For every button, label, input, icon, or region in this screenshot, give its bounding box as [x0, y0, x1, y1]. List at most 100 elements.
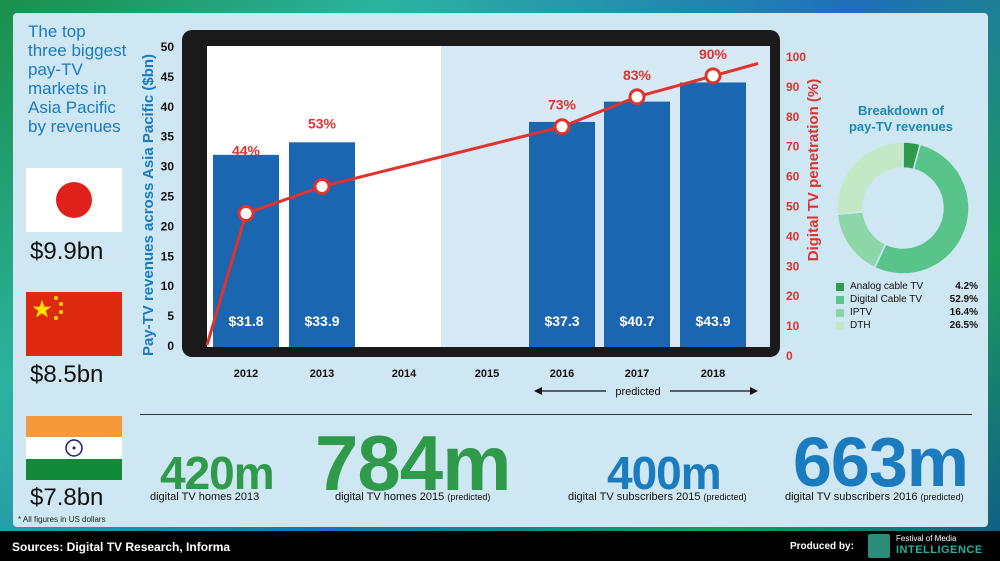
bar-label-2013: $33.9	[304, 313, 339, 329]
y-tick-35: 35	[161, 130, 175, 144]
japan-flag-icon	[26, 168, 122, 232]
donut-chart	[836, 141, 970, 275]
legend-pct: 26.5%	[949, 320, 978, 331]
china-flag-icon	[26, 292, 122, 356]
y2-tick-50: 50	[786, 200, 800, 214]
point-2013	[313, 178, 331, 196]
legend-row-digital-cable-tv: Digital Cable TV 52.9%	[836, 293, 978, 306]
y-tick-15: 15	[161, 249, 175, 263]
point-label-2016: 73%	[548, 97, 577, 113]
donut-slice-digital-cable-tv	[873, 143, 970, 275]
y2-axis-title: Digital TV penetration (%)	[805, 79, 822, 262]
footer-bar: Sources: Digital TV Research, Informa Pr…	[0, 531, 1000, 561]
predicted-arrow-left-icon	[534, 387, 542, 395]
stat-caption-784m: digital TV homes 2015 (predicted)	[335, 491, 491, 503]
legend-pct: 4.2%	[955, 281, 978, 292]
point-label-2013: 53%	[308, 116, 337, 132]
y2-tick-20: 20	[786, 289, 800, 303]
legend-swatch	[836, 295, 844, 304]
predicted-label: predicted	[615, 386, 660, 398]
donut-legend: Analog cable TV 4.2% Digital Cable TV 52.9%…	[836, 280, 978, 332]
donut-slice-dth	[836, 141, 904, 216]
point-2017	[628, 88, 646, 106]
y-tick-10: 10	[161, 279, 175, 293]
donut-slice-iptv	[836, 210, 887, 269]
stat-caption-400m: digital TV subscribers 2015 (predicted)	[568, 491, 747, 503]
revenue-japan: $9.9bn	[30, 238, 104, 265]
y2-tick-80: 80	[786, 110, 800, 124]
point-2018	[704, 67, 722, 85]
footnote: * All figures in US dollars	[18, 515, 106, 524]
stat-caption-663m: digital TV subscribers 2016 (predicted)	[785, 491, 964, 503]
legend-pct: 52.9%	[949, 294, 978, 305]
legend-row-dth: DTH 26.5%	[836, 319, 978, 332]
sidebar-title: The top three biggest pay-TV markets in …	[28, 22, 127, 136]
point-2016	[553, 118, 571, 136]
festival-logo-icon	[868, 534, 890, 558]
logo-text-bottom: INTELLIGENCE	[896, 544, 983, 556]
y2-tick-90: 90	[786, 80, 800, 94]
stat-value-663m: 663m	[793, 423, 969, 501]
legend-swatch	[836, 321, 844, 330]
predicted-label-bg	[606, 383, 670, 399]
india-flag-icon	[26, 416, 122, 480]
legend-label: IPTV	[850, 307, 873, 318]
y2-tick-100: 100	[786, 50, 806, 64]
y2-tick-40: 40	[786, 229, 800, 243]
y-tick-25: 25	[161, 190, 175, 204]
legend-row-analog-cable-tv: Analog cable TV 4.2%	[836, 280, 978, 293]
legend-swatch	[836, 282, 844, 291]
x-tick-2016: 2016	[550, 368, 574, 380]
x-tick-2015: 2015	[475, 368, 499, 380]
y-tick-20: 20	[161, 219, 175, 233]
stat-value-400m: 400m	[607, 447, 722, 499]
bar-label-2017: $40.7	[619, 313, 654, 329]
donut-title: Breakdown of pay-TV revenues	[848, 103, 954, 134]
x-tick-2014: 2014	[392, 368, 417, 380]
y2-tick-10: 10	[786, 319, 800, 333]
point-label-2018: 90%	[699, 46, 728, 62]
y-tick-30: 30	[161, 160, 175, 174]
y2-tick-70: 70	[786, 140, 800, 154]
x-tick-2017: 2017	[625, 368, 649, 380]
bar-2018	[680, 82, 746, 347]
bar-2016	[529, 121, 595, 347]
logo-text-top: Festival of Media	[896, 534, 957, 543]
revenue-india: $7.8bn	[30, 484, 104, 511]
bar-2013	[289, 142, 355, 347]
legend-pct: 16.4%	[949, 307, 978, 318]
legend-label: Digital Cable TV	[850, 294, 923, 305]
produced-by-label: Produced by:	[790, 541, 854, 552]
y-tick-40: 40	[161, 100, 175, 114]
x-tick-2012: 2012	[234, 368, 258, 380]
point-label-2012: 44%	[232, 142, 261, 158]
bar-2017	[604, 101, 670, 347]
bar-2012	[213, 154, 279, 347]
legend-label: Analog cable TV	[850, 281, 924, 292]
legend-label: DTH	[850, 320, 871, 331]
bar-label-2016: $37.3	[544, 313, 579, 329]
x-tick-2018: 2018	[701, 368, 725, 380]
legend-row-iptv: IPTV 16.4%	[836, 306, 978, 319]
point-2012	[237, 204, 255, 222]
x-tick-2013: 2013	[310, 368, 334, 380]
y2-tick-0: 0	[786, 349, 793, 363]
stat-value-784m: 784m	[315, 419, 511, 507]
section-divider	[140, 414, 972, 415]
point-label-2017: 83%	[623, 67, 652, 83]
sources-text: Sources: Digital TV Research, Informa	[12, 540, 231, 554]
bar-label-2018: $43.9	[695, 313, 730, 329]
bar-label-2012: $31.8	[228, 313, 263, 329]
y-tick-5: 5	[167, 309, 174, 323]
y-axis-title: Pay-TV revenues across Asia Pacific ($bn…	[140, 54, 157, 356]
predicted-arrow-right-icon	[750, 387, 758, 395]
stat-value-420m: 420m	[160, 447, 275, 499]
y2-tick-30: 30	[786, 259, 800, 273]
y-tick-45: 45	[161, 70, 175, 84]
y2-tick-60: 60	[786, 170, 800, 184]
revenue-china: $8.5bn	[30, 361, 104, 388]
y-tick-50: 50	[161, 40, 175, 54]
legend-swatch	[836, 308, 844, 317]
stat-caption-420m: digital TV homes 2013	[150, 491, 260, 503]
